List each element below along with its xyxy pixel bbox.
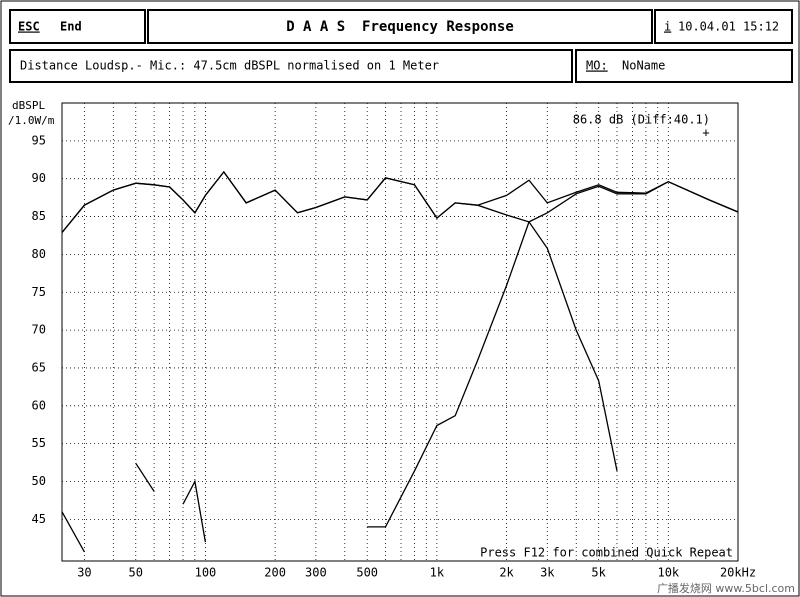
esc-box [9,9,146,44]
y-tick-label: 45 [32,512,46,526]
y-axis-label: dBSPL [12,99,45,112]
mo-box [575,49,793,83]
x-tick-label: 50 [129,566,143,580]
cursor-readout: 86.8 dB (Diff:40.1) [573,113,710,127]
mo-value: NoName [622,59,665,73]
date-box [654,9,793,44]
watermark: 广播发烧网 www.5bcl.com [657,581,795,595]
y-tick-label: 55 [32,436,46,450]
datetime: 10.04.01 15:12 [678,20,779,34]
response-curve [62,170,618,472]
esc-key[interactable]: ESC [18,20,40,34]
y-tick-label: 90 [32,171,46,185]
x-tick-label: 3k [540,566,555,580]
x-tick-label: 500 [356,566,378,580]
y-axis-unit: /1.0W/m [8,114,55,127]
y-tick-label: 85 [32,209,46,223]
x-tick-label: 200 [264,566,286,580]
y-tick-label: 75 [32,285,46,299]
footer-hint: Press F12 for combined Quick Repeat [480,546,733,560]
x-tick-label: 10k [657,566,679,580]
end-label[interactable]: End [60,20,82,34]
info-key[interactable]: i [664,20,671,34]
y-tick-label: 80 [32,247,46,261]
y-tick-label: 65 [32,360,46,374]
y-tick-label: 60 [32,398,46,412]
x-tick-label: 100 [195,566,217,580]
x-tick-label: 20kHz [720,566,756,580]
title-box [147,9,653,44]
app-title: D A A S Frequency Response [286,19,514,35]
x-tick-label: 30 [77,566,91,580]
mo-label[interactable]: MO: [586,59,608,73]
distance-box [9,49,573,83]
y-tick-label: 95 [32,133,46,147]
y-tick-label: 70 [32,323,46,337]
x-tick-label: 2k [499,566,514,580]
distance-info: Distance Loudsp.- Mic.: 47.5cm dBSPL nor… [20,59,439,73]
y-tick-label: 50 [32,474,46,488]
response-curve [62,180,738,553]
x-tick-label: 1k [430,566,445,580]
x-tick-label: 300 [305,566,327,580]
x-tick-label: 5k [591,566,606,580]
cursor-mark: + [702,126,709,140]
